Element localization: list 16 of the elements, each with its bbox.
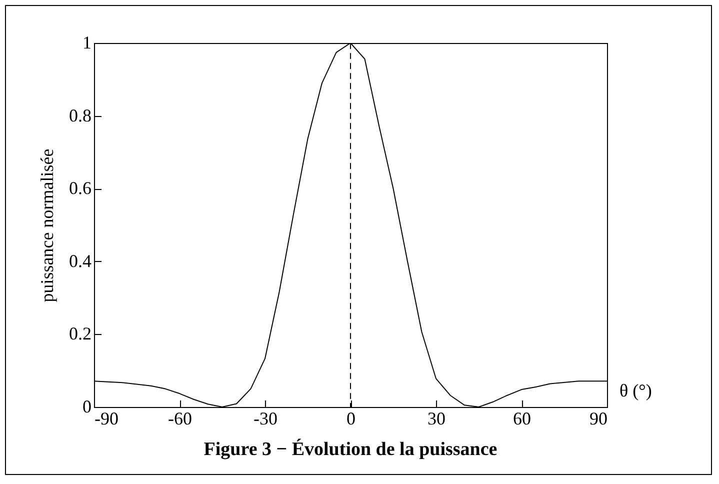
y-tick-label: 0.6 [69,178,92,198]
y-axis-title: puissance normalisée [37,148,57,302]
y-tick-label: 1 [82,32,92,52]
y-tick-label: 0.8 [69,105,92,126]
y-tick-label: 0.2 [69,324,92,344]
y-tick-label: 0.4 [69,250,92,271]
x-tick-label: 0 [346,408,356,428]
x-axis-title: θ (°) [620,380,652,400]
text: Figure 3 − Évolution de la puissance [204,438,498,460]
x-tick-label: 60 [513,408,531,428]
x-tick-label: -60 [168,408,192,428]
x-tick-label: -30 [254,408,278,428]
x-tick-label: -90 [94,408,118,428]
x-tick-label: 30 [428,408,446,428]
x-tick-label: 90 [590,408,608,428]
line-series [94,43,607,407]
